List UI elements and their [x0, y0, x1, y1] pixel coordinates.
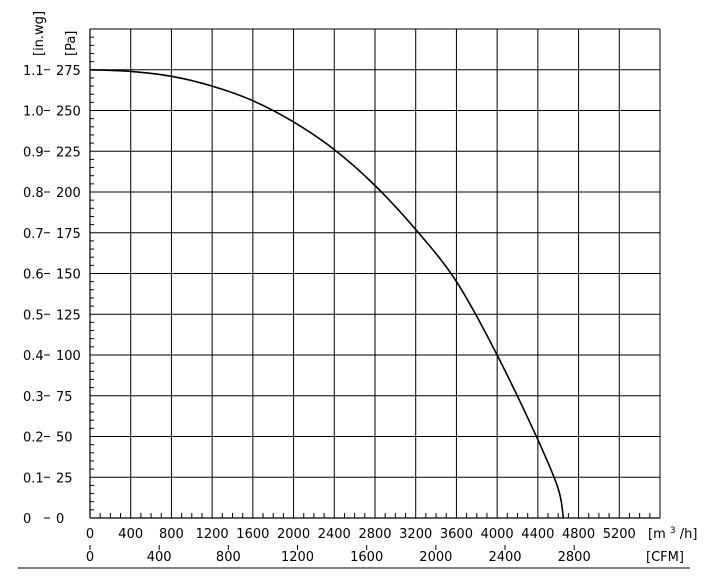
axes — [18, 29, 690, 569]
y-tick-label-pa: 50 — [56, 431, 73, 446]
fan-pressure-curve — [89, 69, 565, 519]
y-tick-label-inwg: 1.1 — [23, 64, 44, 79]
y-tick-label-pa: 275 — [56, 64, 81, 79]
x-unit-m3h-head: [m — [648, 527, 666, 542]
y-tick-label-pa: 0 — [56, 512, 64, 527]
x-tick-label-m3h: 4400 — [521, 527, 554, 542]
y-tick-label-inwg: 0 — [23, 512, 31, 527]
x-tick-label-m3h: 3600 — [440, 527, 473, 542]
x-tick-label-cfm: 1200 — [281, 550, 314, 565]
x-tick-label-m3h: 0 — [86, 527, 94, 542]
x-unit-m3h-tail: /h] — [680, 527, 698, 542]
x-tick-labels: 0 400 800 1200 1600 2000 2400 2800 3200 3600 4000 4… — [86, 527, 636, 565]
y-tick-label-pa: 75 — [56, 390, 73, 405]
x-tick-label-cfm: 0 — [86, 550, 94, 565]
y-tick-label-pa: 100 — [56, 349, 81, 364]
x-tick-label-m3h: 1200 — [196, 527, 229, 542]
minor-ticks — [90, 36, 651, 518]
y-tick-label-pa: 200 — [56, 186, 81, 201]
y-tick-label-pa: 150 — [56, 268, 81, 283]
y-axis-unit-pa: [Pa] — [64, 31, 79, 56]
x-unit-m3h-sup: 3 — [670, 526, 676, 536]
y-tick-labels: 0 25 50 75 100 125 150 175 200 225 250 275 0 0.1 0.2 0.… — [23, 64, 81, 527]
y-tick-label-inwg: 1.0 — [23, 105, 44, 120]
y-tick-label-inwg: 0.4 — [23, 349, 44, 364]
y-tick-label-inwg: 0.2 — [23, 431, 44, 446]
x-axis-unit-cfm: [CFM] — [646, 550, 684, 565]
y-tick-label-inwg: 0.6 — [23, 268, 44, 283]
x-tick-label-m3h: 1600 — [236, 527, 269, 542]
x-tick-label-m3h: 5200 — [603, 527, 636, 542]
y-tick-label-inwg: 0.1 — [23, 471, 44, 486]
x-tick-label-m3h: 800 — [159, 527, 184, 542]
x-tick-label-m3h: 2000 — [277, 527, 310, 542]
y-tick-label-inwg: 0.9 — [23, 145, 44, 160]
x-tick-label-cfm: 2400 — [488, 550, 521, 565]
y-tick-label-inwg: 0.3 — [23, 390, 44, 405]
y-tick-label-pa: 225 — [56, 145, 81, 160]
y-tick-label-pa: 250 — [56, 105, 81, 120]
x-tick-label-cfm: 2800 — [558, 550, 591, 565]
x-tick-label-m3h: 2800 — [358, 527, 391, 542]
y-tick-label-inwg: 0.7 — [23, 227, 44, 242]
y-tick-label-pa: 25 — [56, 471, 73, 486]
y-axis-unit-inwg: [in.wg] — [32, 11, 47, 56]
x-tick-label-cfm: 2000 — [419, 550, 452, 565]
x-tick-label-cfm: 400 — [147, 550, 172, 565]
y-tick-label-pa: 125 — [56, 308, 81, 323]
x-axis-unit-m3h: [m 3 /h] — [648, 522, 697, 542]
x-tick-label-m3h: 2400 — [318, 527, 351, 542]
y-tick-label-pa: 175 — [56, 227, 81, 242]
x-tick-label-m3h: 400 — [118, 527, 143, 542]
y-tick-label-inwg: 0.5 — [23, 308, 44, 323]
x-tick-label-m3h: 4800 — [562, 527, 595, 542]
grid — [90, 28, 661, 518]
x-tick-label-cfm: 1600 — [350, 550, 383, 565]
x-tick-label-m3h: 4000 — [481, 527, 514, 542]
y-tick-label-inwg: 0.8 — [23, 186, 44, 201]
x-tick-label-cfm: 800 — [216, 550, 241, 565]
x-tick-label-m3h: 3200 — [399, 527, 432, 542]
